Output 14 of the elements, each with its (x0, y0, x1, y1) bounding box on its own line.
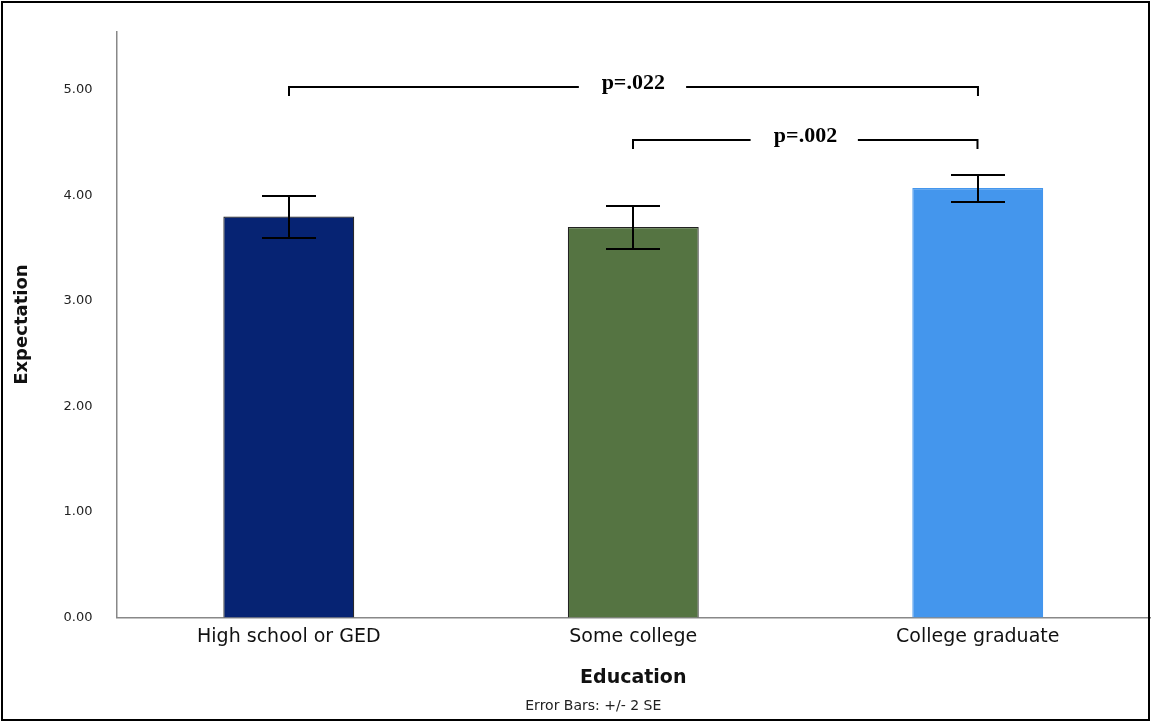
x-tick-label: Some college (569, 623, 698, 646)
y-tick-label: 1.00 (63, 503, 93, 519)
y-tick-label: 4.00 (63, 186, 93, 202)
y-axis-title: Expectation (10, 264, 32, 385)
x-tick-label: High school or GED (197, 623, 381, 646)
y-tick-label: 0.00 (63, 608, 93, 624)
annotation: p=.022 (601, 69, 665, 95)
y-tick-label: 5.00 (63, 81, 93, 97)
y-tick-label: 3.00 (63, 292, 93, 308)
x-tick-label: College graduate (896, 623, 1060, 646)
x-axis-title: Education (580, 664, 687, 687)
annotation: p=.002 (773, 122, 838, 148)
text: Error Bars: +/- 2 SE (525, 696, 662, 713)
y-tick-label: 2.00 (63, 397, 93, 413)
